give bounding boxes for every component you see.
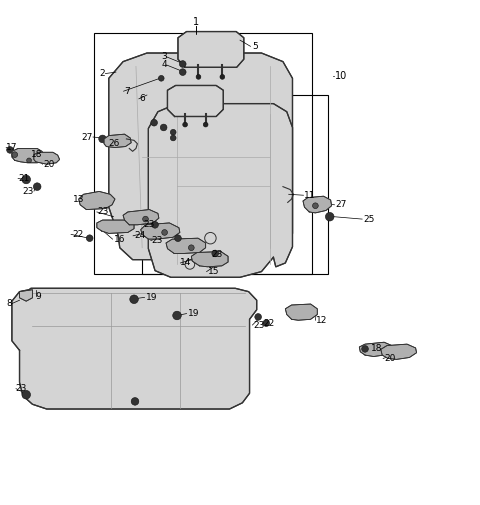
Text: 24: 24 bbox=[134, 231, 145, 240]
Circle shape bbox=[130, 295, 138, 304]
Circle shape bbox=[27, 158, 32, 163]
Circle shape bbox=[180, 61, 186, 67]
Text: 27: 27 bbox=[82, 132, 93, 141]
Polygon shape bbox=[148, 104, 292, 277]
Circle shape bbox=[175, 235, 181, 241]
Circle shape bbox=[162, 230, 168, 235]
Text: 23: 23 bbox=[253, 321, 265, 330]
Circle shape bbox=[158, 75, 164, 81]
Polygon shape bbox=[360, 342, 393, 357]
Polygon shape bbox=[12, 288, 257, 409]
Text: 19: 19 bbox=[145, 293, 157, 302]
Text: 22: 22 bbox=[263, 319, 274, 328]
Text: 11: 11 bbox=[304, 191, 316, 200]
Circle shape bbox=[160, 124, 167, 131]
Circle shape bbox=[22, 390, 31, 399]
Bar bbox=[95, 33, 312, 274]
Text: 5: 5 bbox=[252, 42, 258, 51]
Circle shape bbox=[173, 311, 181, 320]
Circle shape bbox=[196, 75, 201, 79]
Polygon shape bbox=[97, 220, 134, 233]
Text: 13: 13 bbox=[73, 194, 85, 204]
Text: 16: 16 bbox=[114, 235, 125, 243]
Polygon shape bbox=[20, 290, 33, 301]
Text: 20: 20 bbox=[43, 160, 55, 169]
Text: 26: 26 bbox=[109, 139, 120, 148]
Circle shape bbox=[143, 216, 148, 222]
Text: 18: 18 bbox=[31, 150, 42, 159]
Circle shape bbox=[7, 146, 13, 153]
Text: 20: 20 bbox=[384, 354, 396, 363]
Circle shape bbox=[212, 250, 218, 257]
Bar bbox=[142, 95, 328, 274]
Circle shape bbox=[22, 175, 31, 184]
Circle shape bbox=[203, 122, 208, 127]
Text: 17: 17 bbox=[6, 143, 18, 152]
Polygon shape bbox=[168, 85, 223, 117]
Circle shape bbox=[170, 135, 176, 141]
Text: 19: 19 bbox=[188, 309, 199, 318]
Circle shape bbox=[312, 203, 318, 209]
Circle shape bbox=[12, 152, 18, 158]
Text: 1: 1 bbox=[193, 18, 199, 27]
Text: 25: 25 bbox=[363, 215, 374, 224]
Text: 6: 6 bbox=[140, 94, 145, 104]
Polygon shape bbox=[192, 251, 228, 267]
Text: 23: 23 bbox=[152, 236, 163, 245]
Circle shape bbox=[151, 119, 157, 126]
Circle shape bbox=[152, 222, 158, 228]
Text: 27: 27 bbox=[336, 200, 347, 209]
Circle shape bbox=[183, 122, 188, 127]
Circle shape bbox=[204, 232, 216, 244]
Text: 23: 23 bbox=[16, 384, 27, 393]
Polygon shape bbox=[166, 238, 205, 254]
Text: 23: 23 bbox=[23, 187, 34, 196]
Circle shape bbox=[180, 69, 186, 75]
Text: 14: 14 bbox=[180, 259, 192, 268]
Polygon shape bbox=[123, 210, 159, 225]
Circle shape bbox=[189, 245, 194, 250]
Text: 23: 23 bbox=[144, 220, 155, 229]
Circle shape bbox=[170, 129, 176, 135]
Text: 23: 23 bbox=[98, 208, 109, 217]
Text: 15: 15 bbox=[207, 267, 219, 276]
Text: 10: 10 bbox=[336, 71, 348, 81]
Text: 3: 3 bbox=[162, 53, 168, 61]
Circle shape bbox=[263, 320, 270, 326]
Circle shape bbox=[86, 235, 93, 241]
Text: 21: 21 bbox=[18, 174, 29, 183]
Polygon shape bbox=[79, 191, 115, 210]
Circle shape bbox=[99, 135, 107, 143]
Circle shape bbox=[131, 397, 139, 405]
Circle shape bbox=[325, 213, 334, 221]
Polygon shape bbox=[303, 196, 332, 213]
Circle shape bbox=[185, 260, 195, 269]
Text: 12: 12 bbox=[316, 316, 328, 325]
Text: 2: 2 bbox=[100, 69, 106, 78]
Polygon shape bbox=[34, 153, 60, 164]
Polygon shape bbox=[141, 223, 180, 239]
Polygon shape bbox=[178, 31, 244, 67]
Polygon shape bbox=[12, 148, 45, 163]
Polygon shape bbox=[381, 344, 417, 360]
Polygon shape bbox=[109, 53, 292, 260]
Circle shape bbox=[362, 345, 368, 352]
Polygon shape bbox=[285, 304, 317, 320]
Circle shape bbox=[220, 75, 225, 79]
Text: 22: 22 bbox=[72, 230, 83, 239]
Polygon shape bbox=[104, 134, 131, 147]
Text: 8: 8 bbox=[6, 299, 12, 308]
Text: 9: 9 bbox=[36, 292, 41, 301]
Text: 18: 18 bbox=[371, 344, 383, 354]
Text: 4: 4 bbox=[162, 61, 168, 70]
Circle shape bbox=[34, 183, 41, 190]
Text: 7: 7 bbox=[124, 87, 130, 96]
Circle shape bbox=[255, 314, 262, 320]
Text: 23: 23 bbox=[211, 250, 223, 260]
